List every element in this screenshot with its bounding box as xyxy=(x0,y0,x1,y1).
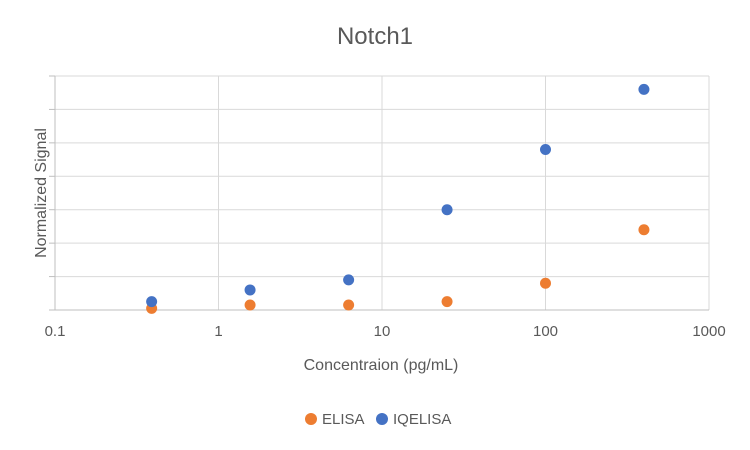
grid-lines xyxy=(49,75,710,311)
legend-marker-elisa xyxy=(305,413,317,425)
chart-title: Notch1 xyxy=(337,23,413,50)
point-iqelisa xyxy=(146,296,158,308)
point-iqelisa xyxy=(343,274,355,286)
point-elisa xyxy=(638,224,650,236)
point-elisa xyxy=(540,277,551,289)
point-elisa xyxy=(244,299,256,311)
legend-label-elisa: ELISA xyxy=(322,411,365,428)
legend-label-iqelisa: IQELISA xyxy=(393,411,451,428)
y-axis-title: Normalized Signal xyxy=(33,128,50,258)
point-iqelisa xyxy=(441,204,453,216)
x-tick-labels: 0.1 1 10 100 1000 xyxy=(45,323,726,340)
x-tick-label: 100 xyxy=(533,323,558,340)
point-elisa xyxy=(343,299,355,311)
point-iqelisa xyxy=(244,284,256,296)
point-elisa xyxy=(441,296,453,308)
x-tick-label: 10 xyxy=(374,323,391,340)
x-tick-label: 1 xyxy=(214,323,222,340)
point-iqelisa xyxy=(638,83,650,95)
legend-marker-iqelisa xyxy=(376,413,388,425)
x-tick-label: 1000 xyxy=(692,323,725,340)
legend: ELISA IQELISA xyxy=(305,411,451,428)
x-tick-label: 0.1 xyxy=(45,323,66,340)
x-axis-title: Concentraion (pg/mL) xyxy=(304,357,459,374)
point-iqelisa xyxy=(540,144,551,156)
data-points xyxy=(146,83,650,314)
